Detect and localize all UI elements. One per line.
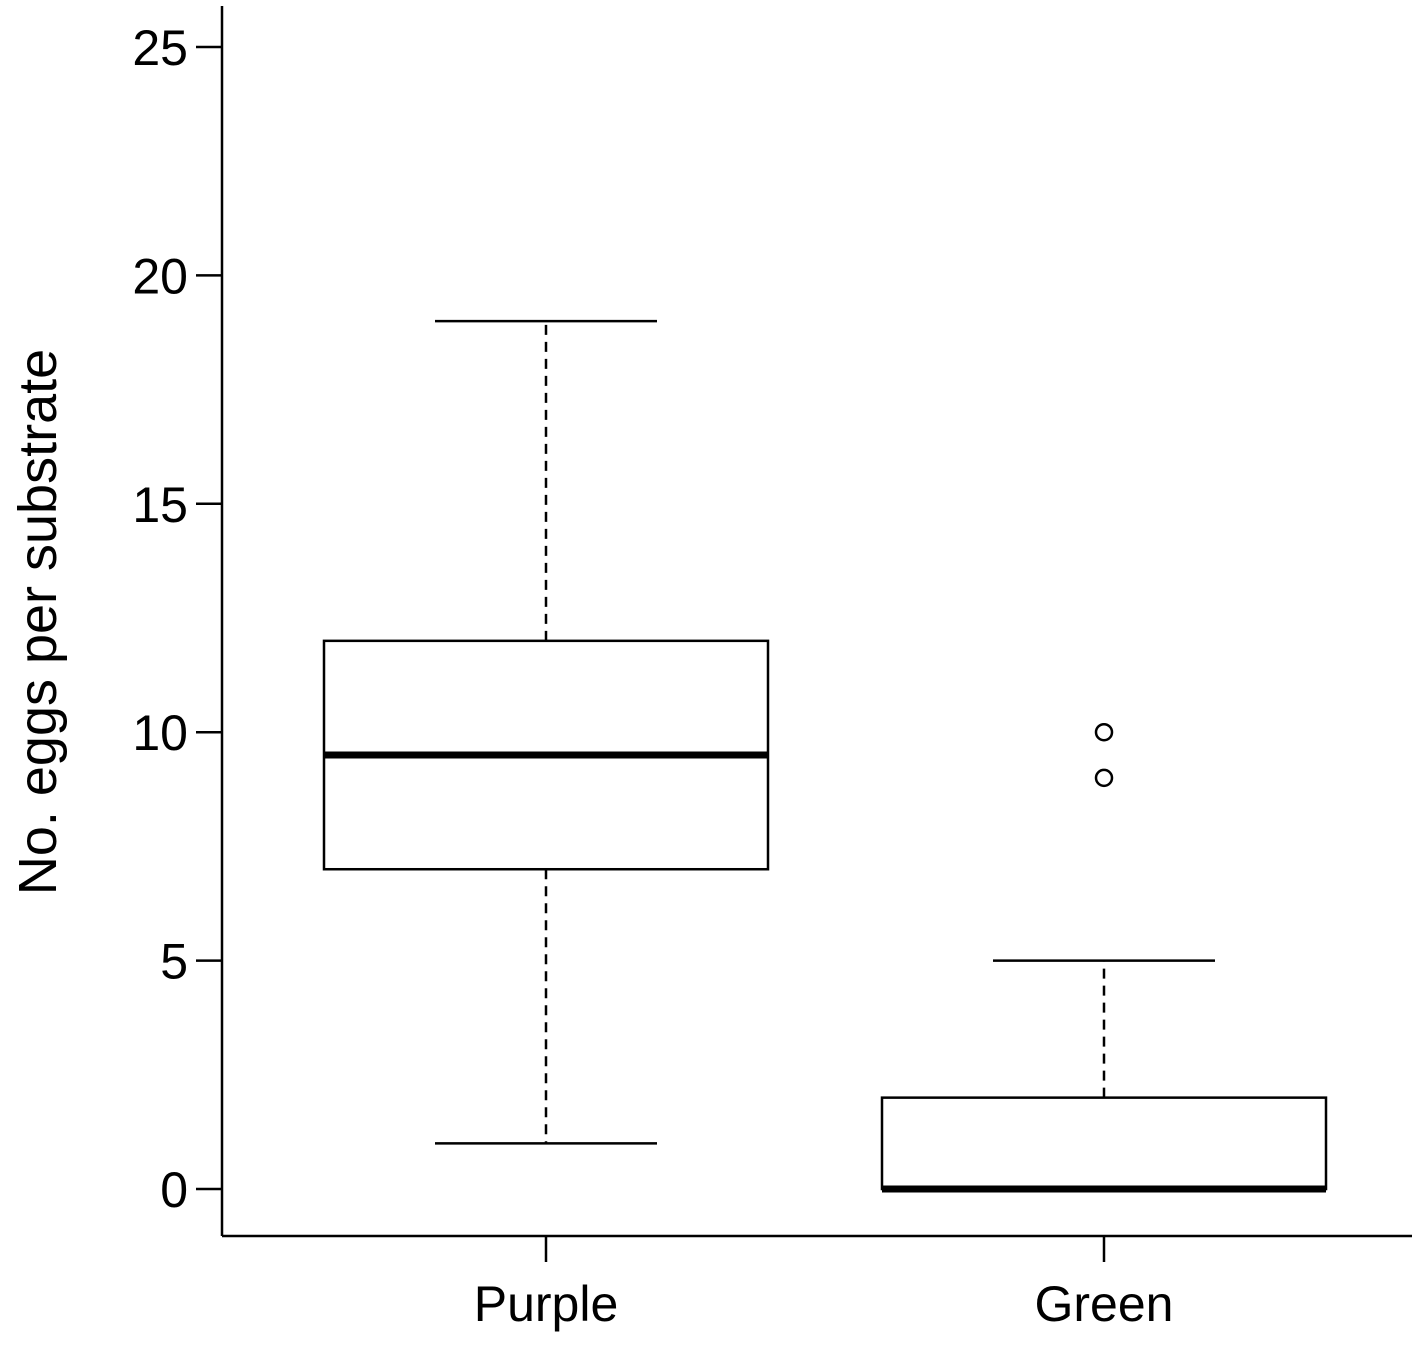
outlier-point [1094,722,1114,742]
box-iqr [880,1096,1328,1191]
y-tick-label: 15 [132,477,188,533]
y-tick-label: 5 [160,934,188,990]
box-green [880,722,1328,1193]
y-tick-label: 25 [132,20,188,76]
boxes [322,319,1328,1193]
x-tick-label: Green [1035,1276,1174,1332]
y-tick-label: 0 [160,1162,188,1218]
y-tick-label: 10 [132,705,188,761]
box-purple [322,319,770,1145]
axes: 0 5 10 15 20 25 Purple Green [132,6,1412,1332]
y-tick-label: 20 [132,248,188,304]
y-axis-label: No. eggs per substrate [8,349,68,895]
x-tick-label: Purple [474,1276,619,1332]
outlier-point [1094,768,1114,788]
